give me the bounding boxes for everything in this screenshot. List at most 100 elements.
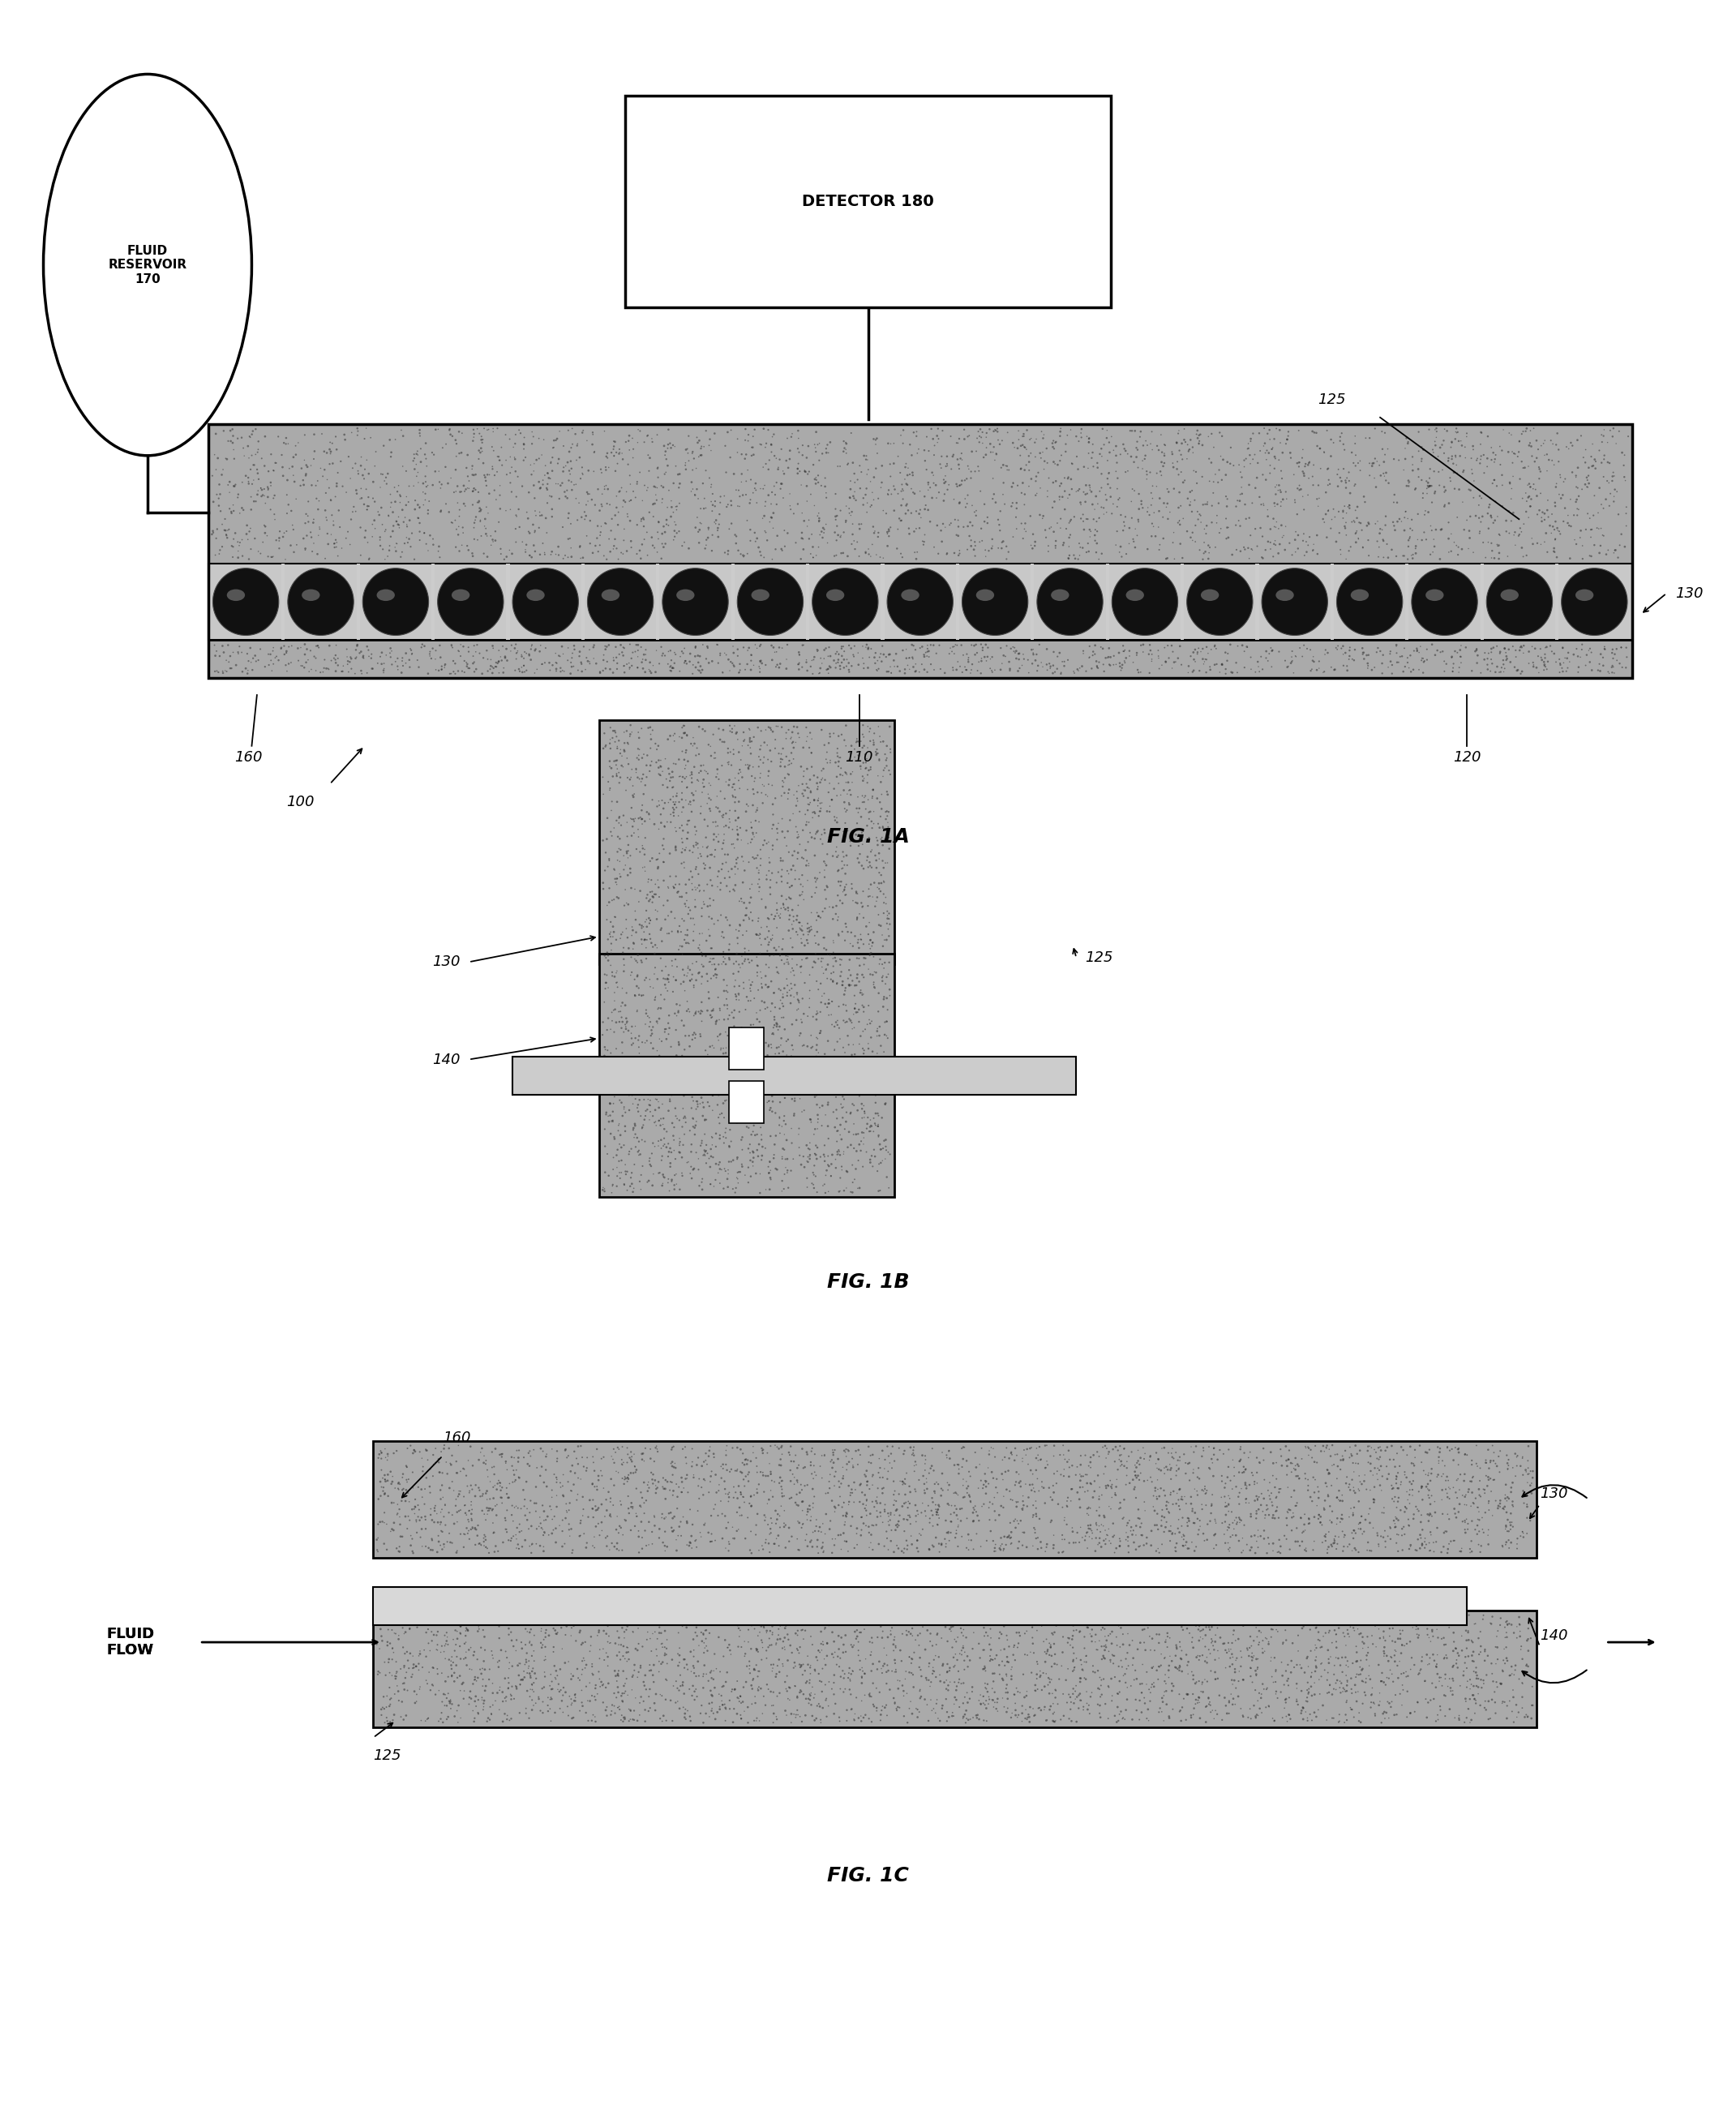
Point [1408, 443, 1436, 477]
Point [252, 509, 279, 542]
Point [1264, 473, 1292, 506]
Point [1106, 636, 1134, 670]
Point [800, 1148, 828, 1182]
Point [764, 451, 792, 485]
Point [1505, 424, 1533, 458]
Point [1424, 439, 1451, 473]
Point [403, 460, 431, 494]
Point [793, 458, 821, 492]
Point [639, 971, 667, 1004]
Point [1207, 439, 1234, 473]
Point [773, 1155, 800, 1189]
Point [411, 460, 439, 494]
Point [1514, 1458, 1542, 1492]
Point [892, 1606, 920, 1640]
Point [470, 411, 498, 445]
Point [651, 1534, 679, 1568]
Point [851, 941, 878, 975]
Point [1278, 1500, 1305, 1534]
Point [580, 1445, 608, 1479]
Point [1073, 1640, 1101, 1674]
Point [1168, 443, 1196, 477]
Point [1305, 1498, 1333, 1532]
Point [1033, 1428, 1061, 1462]
Point [658, 949, 686, 983]
Point [1333, 1644, 1361, 1678]
Point [561, 1685, 589, 1719]
Point [1479, 1498, 1507, 1532]
Point [564, 426, 592, 460]
Point [736, 886, 764, 920]
Point [1297, 1481, 1325, 1515]
Point [1083, 526, 1111, 559]
Point [771, 1142, 799, 1176]
Point [649, 1699, 677, 1733]
Point [799, 750, 826, 784]
Point [884, 1492, 911, 1526]
Point [759, 1464, 786, 1498]
Point [1375, 1702, 1403, 1735]
Point [663, 790, 691, 824]
Point [1083, 445, 1111, 479]
Point [889, 1490, 917, 1524]
Point [927, 439, 955, 473]
Point [1377, 1443, 1404, 1477]
Point [752, 1689, 779, 1723]
Point [1573, 460, 1601, 494]
Point [1599, 420, 1627, 453]
Point [665, 1638, 693, 1672]
Point [1113, 1509, 1141, 1543]
Point [908, 500, 936, 534]
Point [873, 799, 901, 833]
Point [1354, 1534, 1382, 1568]
Point [757, 1119, 785, 1153]
Point [1016, 468, 1043, 502]
Point [701, 809, 729, 843]
Point [934, 1488, 962, 1521]
Point [729, 966, 757, 1000]
Point [1201, 1655, 1229, 1689]
Point [389, 1458, 417, 1492]
Point [741, 761, 769, 795]
Point [536, 1691, 564, 1725]
Point [1391, 443, 1418, 477]
Point [1554, 506, 1581, 540]
Point [804, 994, 832, 1028]
Point [1278, 644, 1305, 678]
Point [1286, 445, 1314, 479]
Point [391, 500, 418, 534]
Point [880, 1642, 908, 1676]
Point [641, 958, 668, 992]
Point [1226, 1502, 1253, 1536]
Point [700, 992, 727, 1026]
Point [934, 1655, 962, 1689]
Point [1071, 1458, 1099, 1492]
Point [1146, 1617, 1174, 1651]
Point [1349, 1632, 1377, 1666]
Point [677, 1157, 705, 1191]
Point [870, 759, 898, 793]
Point [804, 1176, 832, 1210]
Point [569, 629, 597, 663]
Point [1531, 642, 1559, 676]
Point [621, 1449, 649, 1483]
Point [656, 860, 684, 894]
Point [667, 928, 694, 962]
Point [797, 1602, 825, 1636]
Point [960, 1492, 988, 1526]
Point [1345, 1511, 1373, 1545]
Point [1316, 466, 1344, 500]
Point [342, 473, 370, 506]
Point [1285, 532, 1312, 566]
Point [1323, 1617, 1351, 1651]
Point [533, 1613, 561, 1646]
Point [944, 1452, 972, 1485]
Point [814, 657, 842, 691]
Point [1246, 1615, 1274, 1649]
Point [720, 636, 748, 670]
Point [993, 1623, 1021, 1657]
Point [1481, 1462, 1509, 1496]
Point [1095, 1524, 1123, 1557]
Point [1477, 1646, 1505, 1680]
Point [1097, 420, 1125, 453]
